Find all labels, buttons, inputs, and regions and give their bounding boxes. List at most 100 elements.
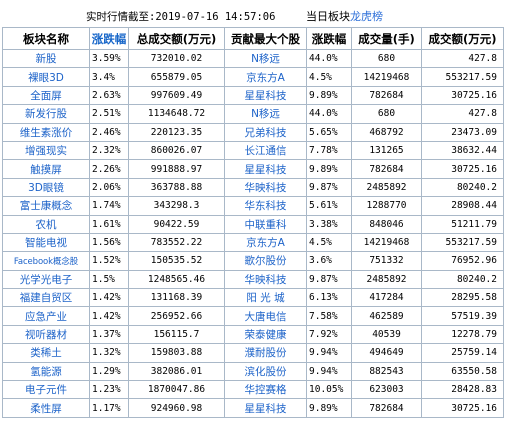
sector-name-cell[interactable]: 触摸屏 <box>2 159 90 179</box>
table-row: 富士康概念 1.74% 343298.3 华东科技 5.61% 1288770 28908.… <box>2 196 504 216</box>
col-header-stock-change: 涨跌幅 <box>306 27 352 50</box>
sector-ranking-table: 板块名称 涨跌幅 总成交额(万元) 贡献最大个股 涨跌幅 成交量(手) 成交额(… <box>2 27 504 418</box>
table-row: 应急产业 1.42% 256952.66 大唐电信 7.58% 462589 57519.3… <box>2 306 504 326</box>
volume-cell: 14219468 <box>351 232 422 253</box>
col-header-sector: 板块名称 <box>2 27 90 50</box>
timestamp-label: 实时行情截至:2019-07-16 14:57:06 <box>86 11 276 23</box>
turnover-cell: 38632.44 <box>421 140 504 161</box>
volume-cell: 782684 <box>351 85 422 106</box>
top-stock-cell[interactable]: 长江通信 <box>224 140 307 161</box>
total-amount-cell: 363788.88 <box>128 177 225 198</box>
top-stock-cell[interactable]: 中联重科 <box>224 214 307 234</box>
top-stock-cell[interactable]: 京东方A <box>224 67 307 87</box>
sector-name-cell[interactable]: 裸眼3D <box>2 67 90 87</box>
top-stock-cell[interactable]: N移远 <box>224 48 307 69</box>
total-amount-cell: 131168.39 <box>128 288 225 308</box>
stock-change-cell: 44.0% <box>306 104 352 124</box>
top-stock-cell[interactable]: 兄弟科技 <box>224 122 307 142</box>
stock-change-cell: 5.61% <box>306 196 352 216</box>
top-stock-cell[interactable]: 华映科技 <box>224 269 307 290</box>
sector-name-cell[interactable]: 新股 <box>2 48 90 69</box>
sector-name-cell[interactable]: 3D眼镜 <box>2 177 90 198</box>
sector-name-cell[interactable]: 新发行股 <box>2 104 90 124</box>
top-stock-cell[interactable]: 华映科技 <box>224 177 307 198</box>
top-stock-cell[interactable]: 滨化股份 <box>224 361 307 382</box>
sector-name-cell[interactable]: 智能电视 <box>2 232 90 253</box>
stock-change-cell: 9.89% <box>306 85 352 106</box>
sector-name-cell[interactable]: 视听器材 <box>2 324 90 345</box>
top-stock-cell[interactable]: 京东方A <box>224 232 307 253</box>
col-header-volume: 成交量(手) <box>351 27 422 50</box>
stock-change-cell: 3.6% <box>306 251 352 271</box>
top-stock-cell[interactable]: 华控赛格 <box>224 380 307 400</box>
total-amount-cell: 991888.97 <box>128 159 225 179</box>
total-amount-cell: 1870047.86 <box>128 380 225 400</box>
table-header-row: 板块名称 涨跌幅 总成交额(万元) 贡献最大个股 涨跌幅 成交量(手) 成交额(… <box>2 27 504 50</box>
turnover-cell: 80240.2 <box>421 269 504 290</box>
table-row: 新股 3.59% 732010.02 N移远 44.0% 680 427.8 <box>2 48 504 69</box>
total-amount-cell: 156115.7 <box>128 324 225 345</box>
top-stock-cell[interactable]: 星星科技 <box>224 159 307 179</box>
sector-name-cell[interactable]: Facebook概念股 <box>2 251 90 271</box>
total-amount-cell: 343298.3 <box>128 196 225 216</box>
turnover-cell: 30725.16 <box>421 159 504 179</box>
top-stock-cell[interactable]: 大唐电信 <box>224 306 307 326</box>
turnover-cell: 51211.79 <box>421 214 504 234</box>
top-stock-cell[interactable]: 星星科技 <box>224 85 307 106</box>
sector-name-cell[interactable]: 柔性屏 <box>2 398 90 418</box>
volume-cell: 882543 <box>351 361 422 382</box>
total-amount-cell: 1134648.72 <box>128 104 225 124</box>
stock-change-cell: 4.5% <box>306 232 352 253</box>
sector-name-cell[interactable]: 类稀土 <box>2 343 90 363</box>
stock-change-cell: 9.89% <box>306 398 352 418</box>
volume-cell: 494649 <box>351 343 422 363</box>
sector-name-cell[interactable]: 电子元件 <box>2 380 90 400</box>
stock-change-cell: 5.65% <box>306 122 352 142</box>
table-row: 维生素涨价 2.46% 220123.35 兄弟科技 5.65% 468792 23473.… <box>2 122 504 142</box>
sector-name-cell[interactable]: 富士康概念 <box>2 196 90 216</box>
sector-name-cell[interactable]: 增强现实 <box>2 140 90 161</box>
top-stock-cell[interactable]: N移远 <box>224 104 307 124</box>
total-amount-cell: 256952.66 <box>128 306 225 326</box>
stock-change-cell: 10.05% <box>306 380 352 400</box>
volume-cell: 751332 <box>351 251 422 271</box>
top-stock-cell[interactable]: 歌尔股份 <box>224 251 307 271</box>
volume-cell: 680 <box>351 48 422 69</box>
stock-change-cell: 4.5% <box>306 67 352 87</box>
volume-cell: 468792 <box>351 122 422 142</box>
sector-name-cell[interactable]: 应急产业 <box>2 306 90 326</box>
total-amount-cell: 220123.35 <box>128 122 225 142</box>
sector-change-cell: 2.63% <box>89 85 129 106</box>
stock-change-cell: 6.13% <box>306 288 352 308</box>
stock-change-cell: 3.38% <box>306 214 352 234</box>
table-row: 触摸屏 2.26% 991888.97 星星科技 9.89% 782684 30725.16 <box>2 159 504 179</box>
table-row: 3D眼镜 2.06% 363788.88 华映科技 9.87% 2485892 80240.… <box>2 177 504 198</box>
sector-name-cell[interactable]: 福建自贸区 <box>2 288 90 308</box>
top-stock-cell[interactable]: 阳 光 城 <box>224 288 307 308</box>
sector-name-cell[interactable]: 氢能源 <box>2 361 90 382</box>
col-header-total-amount: 总成交额(万元) <box>128 27 225 50</box>
total-amount-cell: 732010.02 <box>128 48 225 69</box>
volume-cell: 782684 <box>351 398 422 418</box>
table-row: 视听器材 1.37% 156115.7 荣泰健康 7.92% 40539 12278.79 <box>2 324 504 345</box>
stock-change-cell: 44.0% <box>306 48 352 69</box>
sector-change-cell: 1.23% <box>89 380 129 400</box>
sector-name-cell[interactable]: 维生素涨价 <box>2 122 90 142</box>
total-amount-cell: 90422.59 <box>128 214 225 234</box>
dragon-tiger-title: 当日板块龙虎榜 <box>306 8 383 24</box>
total-amount-cell: 783552.22 <box>128 232 225 253</box>
total-amount-cell: 150535.52 <box>128 251 225 271</box>
volume-cell: 1288770 <box>351 196 422 216</box>
sector-name-cell[interactable]: 农机 <box>2 214 90 234</box>
sector-name-cell[interactable]: 光学光电子 <box>2 269 90 290</box>
volume-cell: 2485892 <box>351 177 422 198</box>
sector-change-cell: 1.32% <box>89 343 129 363</box>
volume-cell: 680 <box>351 104 422 124</box>
top-stock-cell[interactable]: 星星科技 <box>224 398 307 418</box>
sector-change-cell: 2.26% <box>89 159 129 179</box>
table-row: 电子元件 1.23% 1870047.86 华控赛格 10.05% 623003 28428… <box>2 380 504 400</box>
top-stock-cell[interactable]: 荣泰健康 <box>224 324 307 345</box>
top-stock-cell[interactable]: 濮耐股份 <box>224 343 307 363</box>
sector-name-cell[interactable]: 全面屏 <box>2 85 90 106</box>
top-stock-cell[interactable]: 华东科技 <box>224 196 307 216</box>
